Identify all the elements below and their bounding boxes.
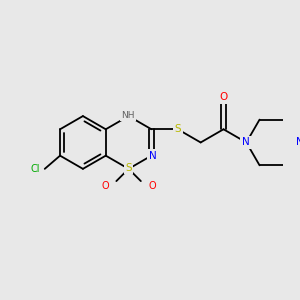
Text: O: O: [148, 181, 156, 191]
Text: NH: NH: [121, 111, 134, 120]
Text: Cl: Cl: [31, 164, 40, 174]
Text: O: O: [219, 92, 228, 102]
Text: N: N: [242, 137, 249, 148]
Text: S: S: [125, 163, 132, 173]
Text: S: S: [175, 124, 181, 134]
Text: N: N: [148, 151, 156, 161]
Text: O: O: [101, 181, 109, 191]
Text: N: N: [296, 137, 300, 148]
Text: N: N: [242, 137, 250, 148]
